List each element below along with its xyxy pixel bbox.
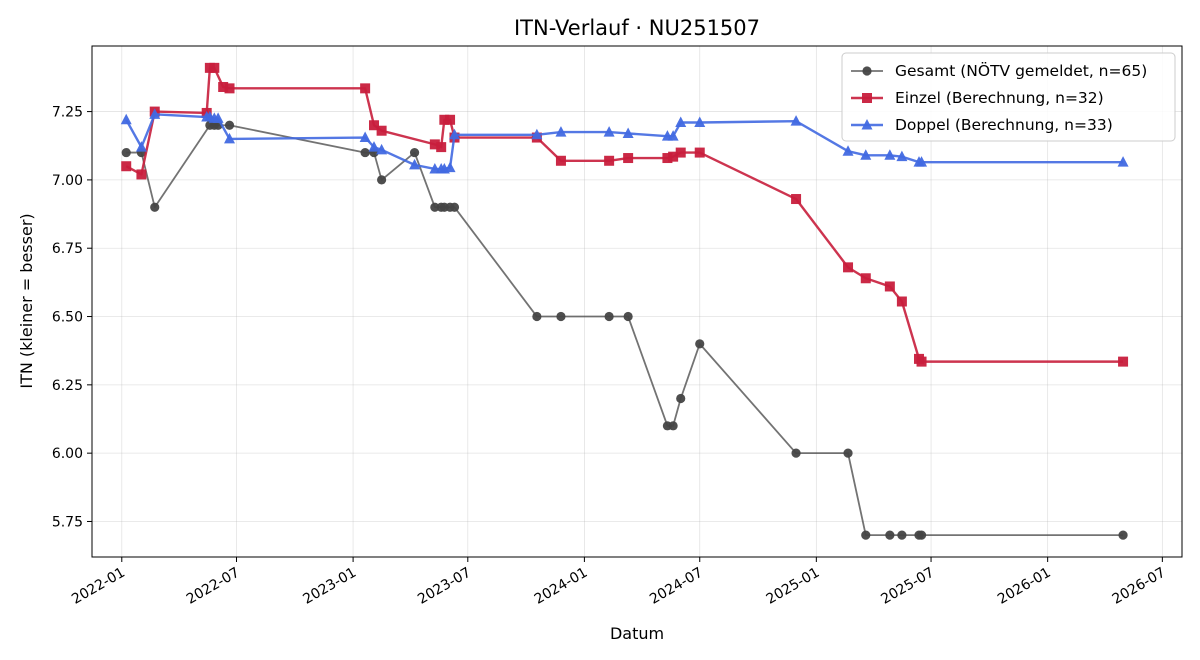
data-point	[916, 156, 928, 167]
data-point	[860, 149, 872, 160]
legend-entry-label: Gesamt (NÖTV gemeldet, n=65)	[895, 61, 1147, 80]
y-tick-label: 6.00	[52, 446, 83, 462]
data-point	[224, 120, 235, 130]
data-point	[884, 149, 896, 160]
data-point	[531, 128, 543, 140]
data-point	[224, 83, 235, 94]
y-tick-label: 5.75	[52, 514, 83, 530]
data-point	[1117, 156, 1129, 167]
legend-entry-label: Einzel (Berechnung, n=32)	[895, 89, 1104, 107]
data-point	[376, 125, 387, 136]
data-point	[622, 127, 634, 138]
data-point	[662, 153, 673, 164]
legend-box	[841, 52, 1176, 142]
data-point	[860, 273, 871, 284]
data-point	[668, 151, 679, 162]
data-point	[120, 113, 132, 125]
data-point	[884, 281, 895, 292]
legend-marker	[861, 119, 873, 130]
data-point	[623, 153, 634, 164]
data-point	[360, 147, 370, 158]
series-1	[121, 62, 1129, 367]
data-point	[885, 530, 895, 540]
data-point	[604, 155, 615, 166]
data-point	[532, 311, 542, 322]
data-point	[209, 62, 220, 73]
data-point	[843, 448, 853, 458]
data-point	[376, 143, 388, 155]
data-point	[369, 120, 380, 131]
data-point	[212, 112, 224, 123]
data-point	[150, 202, 160, 212]
data-point	[444, 161, 456, 173]
data-point	[449, 202, 460, 212]
data-point	[1118, 356, 1129, 367]
legend-marker	[862, 93, 872, 103]
data-point	[667, 130, 679, 141]
data-point	[448, 128, 460, 140]
data-point	[409, 147, 420, 158]
data-point	[224, 132, 236, 144]
legend: Gesamt (NÖTV gemeldet, n=65) Einzel (Bere…	[841, 52, 1176, 142]
data-point	[136, 169, 147, 180]
data-point	[135, 141, 147, 152]
plot-frame	[91, 45, 1183, 558]
data-point	[695, 339, 705, 349]
data-point	[790, 115, 802, 126]
data-point	[896, 296, 907, 307]
data-point	[445, 114, 456, 125]
data-point	[149, 108, 161, 119]
data-point	[623, 311, 633, 322]
data-point	[916, 530, 927, 540]
data-point	[436, 142, 447, 153]
series-layer	[120, 62, 1129, 540]
data-point	[1118, 530, 1128, 540]
data-point	[360, 83, 371, 94]
y-tick-label: 7.00	[52, 173, 83, 189]
data-point	[218, 81, 229, 92]
data-point	[555, 126, 567, 137]
data-point	[409, 158, 421, 170]
data-point	[668, 421, 678, 431]
data-point	[842, 145, 854, 156]
data-point	[430, 202, 440, 212]
data-point	[791, 194, 802, 205]
data-point	[694, 116, 706, 128]
legend-entry-label: Doppel (Berechnung, n=33)	[895, 116, 1113, 134]
data-point	[603, 126, 615, 137]
data-point	[121, 147, 131, 158]
y-tick-label: 6.50	[52, 310, 83, 326]
data-point	[368, 141, 380, 152]
legend-marker	[862, 66, 872, 76]
data-point	[843, 262, 854, 273]
chart-title: ITN-Verlauf · NU251507	[514, 16, 760, 40]
data-point	[675, 147, 686, 158]
data-point	[676, 393, 686, 404]
y-tick-label: 6.25	[52, 378, 83, 394]
data-point	[861, 530, 871, 540]
data-point	[791, 448, 801, 458]
x-axis-label: Datum	[610, 624, 664, 643]
data-point	[555, 155, 566, 166]
data-point	[604, 311, 614, 322]
data-point	[556, 311, 566, 322]
data-point	[897, 530, 907, 540]
data-point	[377, 175, 387, 185]
data-point	[896, 150, 908, 162]
data-point	[121, 161, 132, 172]
y-tick-label: 7.25	[52, 105, 83, 121]
y-tick-label: 6.75	[52, 241, 83, 257]
data-point	[675, 116, 687, 128]
data-point	[359, 131, 371, 143]
data-point	[429, 139, 440, 150]
series-0	[121, 120, 1128, 540]
y-axis-label: ITN (kleiner = besser)	[17, 213, 36, 388]
data-point	[916, 356, 927, 367]
data-point	[439, 114, 450, 125]
series-2	[120, 108, 1129, 174]
data-point	[694, 147, 705, 158]
